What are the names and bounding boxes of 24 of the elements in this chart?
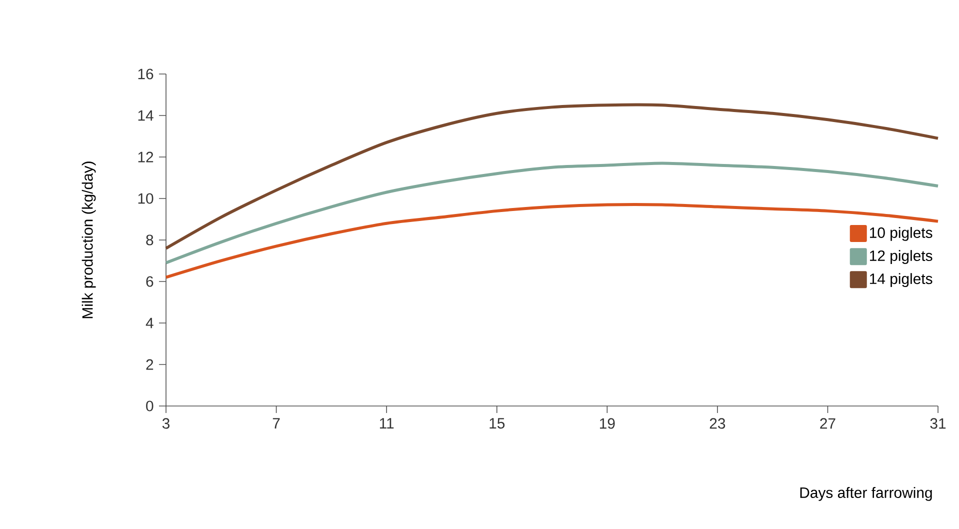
y-tick-label: 0 xyxy=(146,400,154,412)
y-tick-label: 12 xyxy=(138,152,154,162)
y-tick-label: 4 xyxy=(146,318,154,328)
x-tick-label: 23 xyxy=(710,418,726,429)
legend-label: 12 piglets xyxy=(870,250,932,264)
y-axis-title: Milk production (kg/day) xyxy=(82,162,96,318)
line-series xyxy=(164,162,940,264)
y-tick-label: 10 xyxy=(138,193,154,204)
y-tick-label: 16 xyxy=(138,68,154,80)
legend-label: 10 piglets xyxy=(870,226,932,241)
line-series xyxy=(164,103,940,250)
x-axis-title: Days after farrowing xyxy=(800,487,932,501)
x-tick-label: 11 xyxy=(380,418,394,428)
x-tick-label: 7 xyxy=(272,418,280,428)
y-tick-label: 14 xyxy=(138,110,154,121)
legend-label: 14 piglets xyxy=(870,273,932,288)
x-tick-label: 3 xyxy=(162,418,170,429)
x-tick-label: 27 xyxy=(820,418,836,429)
y-tick-label: 8 xyxy=(146,234,154,246)
y-tick-label: 6 xyxy=(146,276,154,287)
x-tick-label: 31 xyxy=(930,418,946,429)
y-tick-label: 2 xyxy=(146,359,154,370)
x-tick-label: 19 xyxy=(600,418,615,429)
x-tick-label: 15 xyxy=(490,418,505,429)
